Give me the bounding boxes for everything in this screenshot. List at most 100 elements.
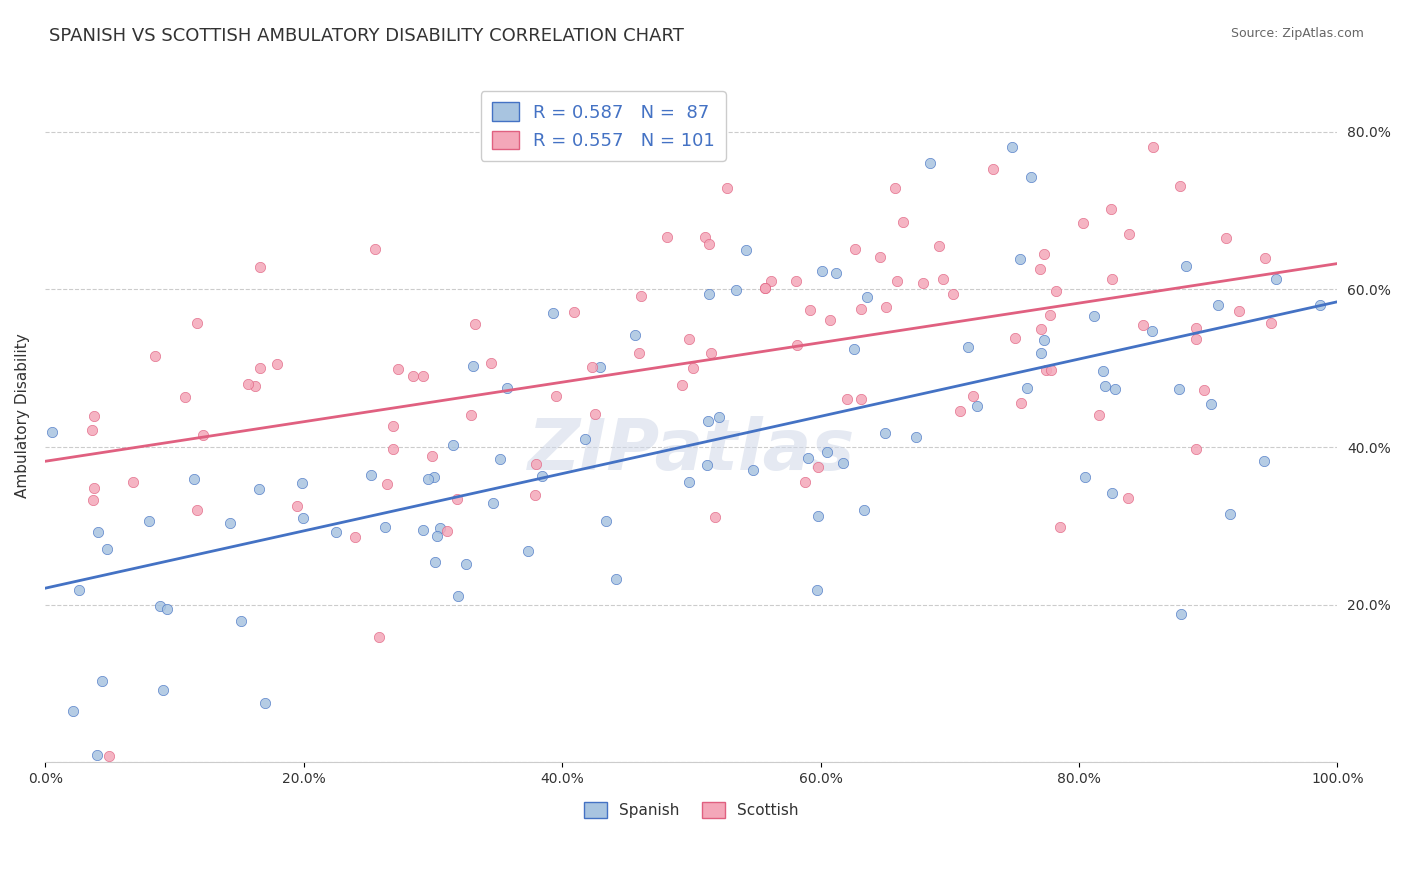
Point [1192,383,1215,397]
Point [1101,485,1123,500]
Point [884,180,907,194]
Point [1265,272,1288,286]
Point [479,356,502,370]
Point [949,404,972,418]
Point [1184,332,1206,346]
Point [1019,169,1042,184]
Point [247,482,270,496]
Point [1071,216,1094,230]
Point [186,502,208,516]
Y-axis label: Ambulatory Disability: Ambulatory Disability [15,333,30,498]
Point [517,543,540,558]
Point [152,683,174,698]
Point [402,368,425,383]
Point [1185,442,1208,456]
Point [893,215,915,229]
Point [368,630,391,644]
Point [496,382,519,396]
Legend: Spanish, Scottish: Spanish, Scottish [578,796,806,824]
Point [1140,324,1163,338]
Point [138,515,160,529]
Point [1035,363,1057,377]
Point [464,317,486,331]
Point [1101,271,1123,285]
Point [581,360,603,375]
Point [796,450,818,465]
Text: Source: ZipAtlas.com: Source: ZipAtlas.com [1230,27,1364,40]
Point [412,368,434,383]
Point [1170,607,1192,622]
Point [82,424,104,438]
Point [655,230,678,244]
Point [183,472,205,486]
Point [735,243,758,257]
Point [627,346,650,360]
Point [806,509,828,524]
Point [630,289,652,303]
Point [1260,316,1282,330]
Point [1033,334,1056,348]
Point [810,264,832,278]
Point [523,488,546,502]
Point [87,524,110,539]
Point [589,360,612,375]
Point [1199,397,1222,411]
Point [1004,331,1026,345]
Point [832,456,855,470]
Point [541,306,564,320]
Point [91,673,114,688]
Point [1010,395,1032,409]
Point [807,460,830,475]
Point [693,229,716,244]
Point [249,361,271,376]
Point [1142,140,1164,154]
Text: SPANISH VS SCOTTISH AMBULATORY DISABILITY CORRELATION CHART: SPANISH VS SCOTTISH AMBULATORY DISABILIT… [49,27,685,45]
Point [143,349,166,363]
Point [418,472,440,486]
Point [375,477,398,491]
Point [426,528,449,542]
Point [1168,179,1191,194]
Point [825,266,848,280]
Point [446,492,468,507]
Point [412,523,434,537]
Point [1083,309,1105,323]
Point [716,180,738,194]
Point [1215,231,1237,245]
Point [1087,408,1109,422]
Point [97,749,120,764]
Point [62,704,84,718]
Point [1017,381,1039,395]
Point [461,359,484,373]
Point [920,156,942,170]
Point [835,392,858,406]
Point [291,476,314,491]
Point [422,450,444,464]
Point [595,515,617,529]
Point [292,511,315,525]
Point [585,407,607,421]
Point [1175,259,1198,273]
Point [1185,321,1208,335]
Point [928,238,950,252]
Point [794,475,817,490]
Point [904,430,927,444]
Point [266,357,288,371]
Point [489,451,512,466]
Point [344,530,367,544]
Point [249,260,271,274]
Point [1045,284,1067,298]
Point [1099,202,1122,216]
Point [423,469,446,483]
Point [678,475,700,490]
Point [1253,454,1275,468]
Point [682,360,704,375]
Point [436,524,458,539]
Point [849,302,872,317]
Point [41,425,63,439]
Point [886,274,908,288]
Point [122,475,145,489]
Point [1074,469,1097,483]
Point [966,400,988,414]
Point [530,469,553,483]
